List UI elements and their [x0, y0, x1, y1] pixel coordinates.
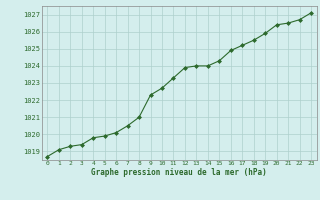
X-axis label: Graphe pression niveau de la mer (hPa): Graphe pression niveau de la mer (hPa)	[91, 168, 267, 177]
